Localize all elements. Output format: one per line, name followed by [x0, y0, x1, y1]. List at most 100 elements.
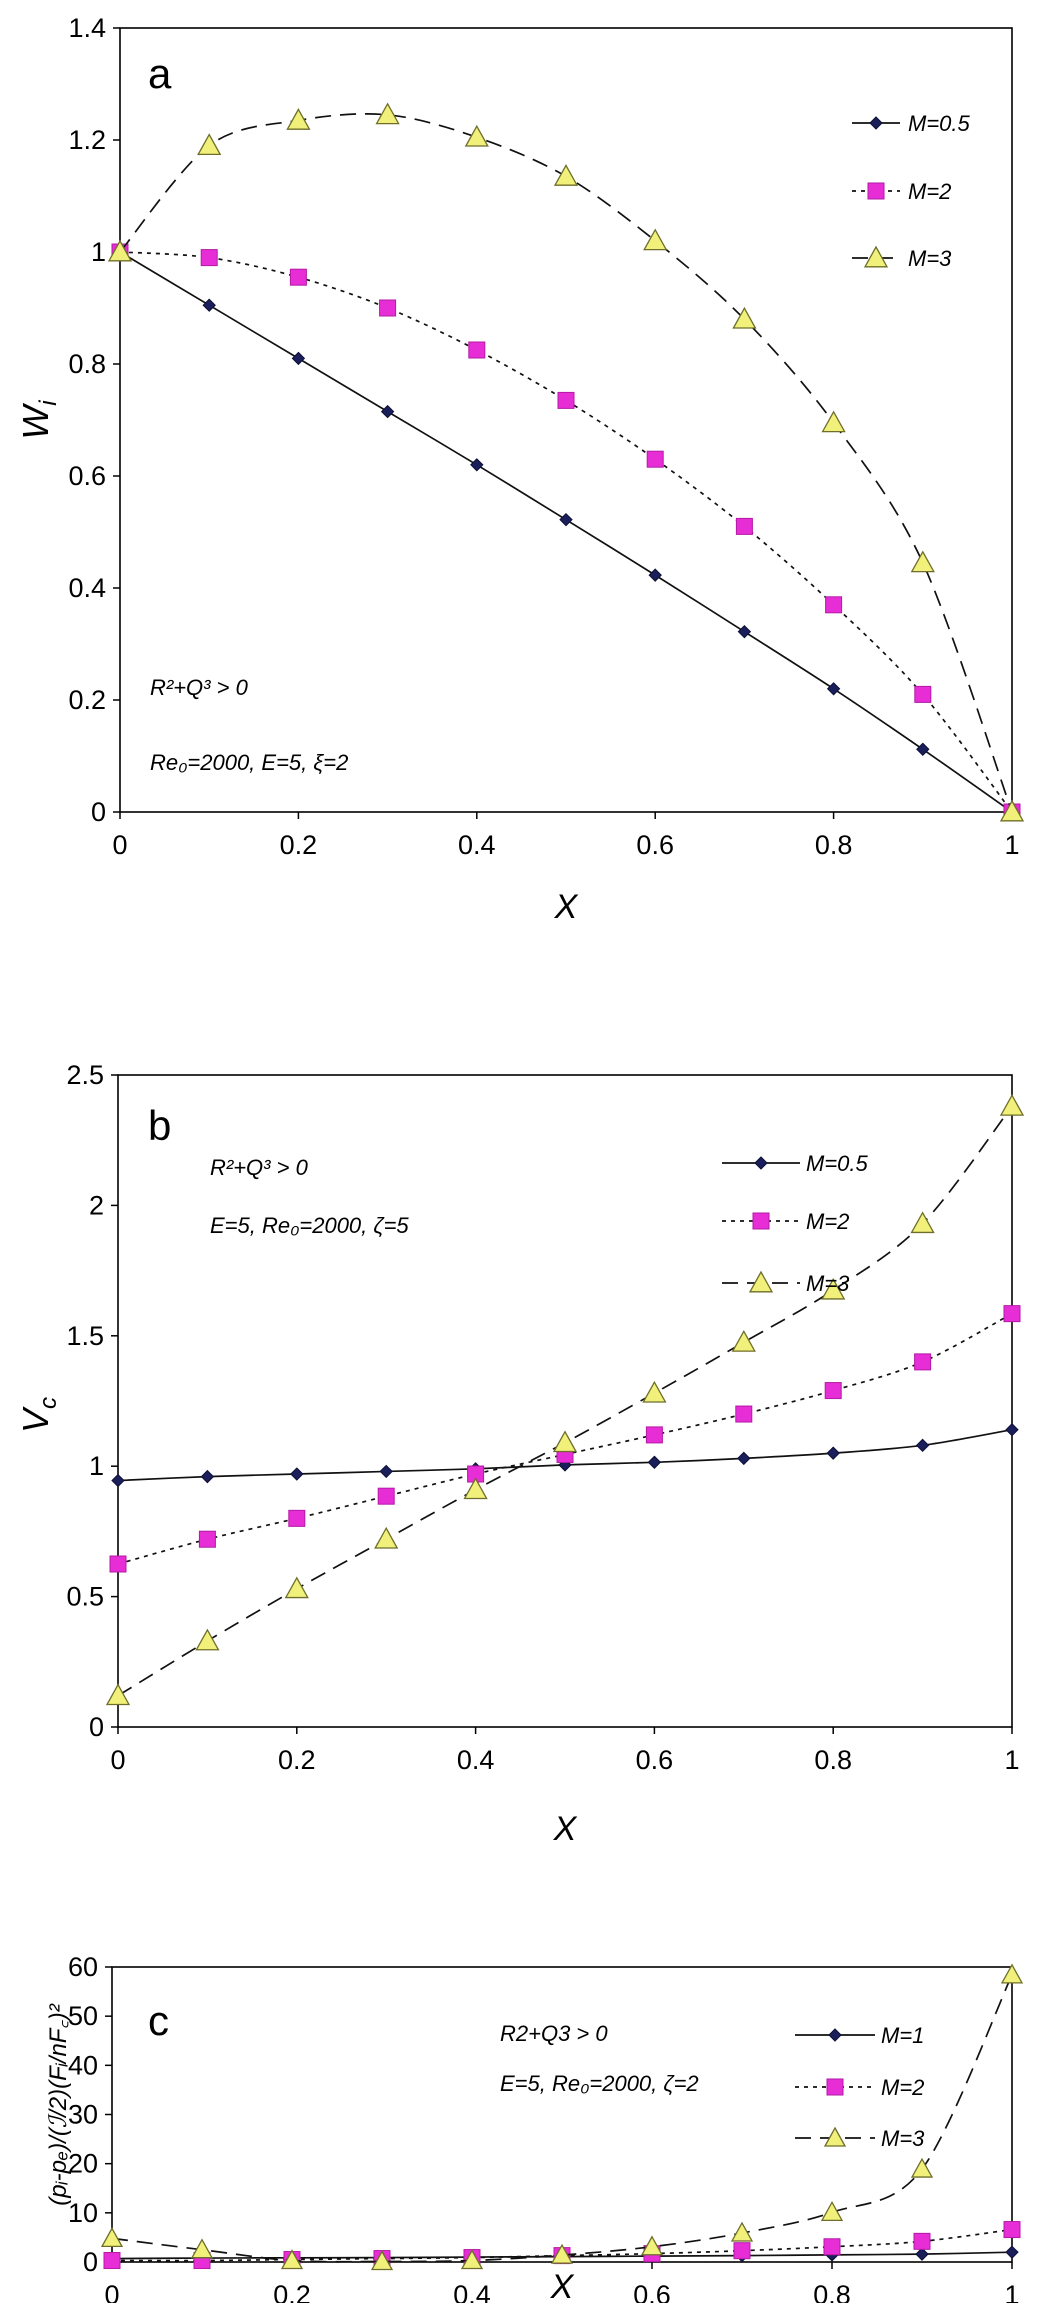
data-point — [733, 2242, 751, 2260]
x-tick-label: 0.4 — [457, 1745, 495, 1775]
legend-label: M=2 — [908, 179, 951, 204]
data-point — [1005, 1422, 1019, 1437]
data-point — [463, 1477, 488, 1500]
legend-label: M=0.5 — [806, 1151, 869, 1176]
panel-label: b — [148, 1102, 171, 1149]
data-point — [380, 404, 395, 419]
y-tick-label: 1 — [89, 1451, 104, 1481]
x-tick-label: 0.6 — [636, 1745, 674, 1775]
y-tick-label: 40 — [68, 2050, 98, 2080]
legend-label: M=1 — [881, 2023, 924, 2048]
data-point — [370, 2250, 394, 2271]
data-point — [826, 1446, 840, 1460]
data-point — [470, 458, 484, 472]
legend-marker — [828, 2028, 842, 2042]
data-point — [640, 2235, 664, 2256]
y-tick-label: 2.5 — [66, 1060, 104, 1090]
annotation: E=5, Re₀=2000, ζ=5 — [210, 1213, 409, 1238]
legend-marker — [869, 116, 883, 130]
legend-marker — [752, 1212, 770, 1230]
data-point — [111, 1473, 125, 1488]
data-point — [915, 1438, 930, 1453]
x-tick-label: 0.2 — [278, 1745, 316, 1775]
y-axis-label: Vc — [15, 1397, 62, 1433]
data-point — [914, 685, 932, 703]
data-point — [550, 2243, 574, 2264]
x-tick-label: 0 — [104, 2280, 119, 2303]
series-line — [119, 251, 1013, 813]
x-tick-label: 0.6 — [636, 830, 674, 860]
x-axis-label: X — [553, 1810, 578, 1848]
y-axis-label: (pᵢ-pₑ)/(ℐ/2)(Fᵢ/nF꜀)² — [45, 2003, 72, 2206]
panel-label: c — [148, 1997, 169, 2044]
data-point — [289, 268, 307, 286]
x-tick-label: 0.8 — [815, 830, 853, 860]
data-point — [646, 450, 664, 468]
y-tick-label: 20 — [68, 2149, 98, 2179]
annotation: R²+Q³ > 0 — [210, 1155, 309, 1180]
data-point — [732, 306, 757, 329]
data-point — [374, 1526, 399, 1549]
y-tick-label: 0 — [91, 797, 106, 827]
annotation: E=5, Re₀=2000, ζ=2 — [500, 2071, 699, 2096]
legend-label: M=2 — [806, 1209, 849, 1234]
data-point — [645, 1426, 663, 1444]
data-point — [914, 1353, 932, 1371]
data-point — [820, 2201, 844, 2221]
data-point — [288, 1509, 306, 1527]
legend-label: M=3 — [806, 1271, 850, 1296]
data-point — [825, 596, 843, 614]
annotation: R²+Q³ > 0 — [150, 675, 249, 700]
y-tick-label: 0 — [83, 2247, 98, 2277]
x-tick-label: 0.2 — [273, 2280, 311, 2303]
data-point — [552, 1430, 578, 1453]
series-line — [111, 1974, 1013, 2263]
data-point — [735, 517, 753, 535]
legend-label: M=3 — [881, 2126, 925, 2151]
data-point — [730, 2221, 754, 2242]
data-point — [999, 799, 1025, 822]
data-point — [284, 1576, 309, 1599]
y-tick-label: 1.5 — [66, 1321, 104, 1351]
data-point — [737, 1451, 751, 1466]
y-tick-label: 60 — [68, 1952, 98, 1982]
data-point — [109, 1555, 127, 1573]
data-point — [915, 2247, 929, 2261]
data-point — [647, 1455, 662, 1469]
data-point — [103, 2252, 121, 2270]
legend-label: M=0.5 — [908, 111, 971, 136]
y-tick-label: 10 — [68, 2198, 98, 2228]
data-point — [643, 228, 668, 251]
chart-panel-a: 0 0.2 0.4 0.6 0.8 1 0 0.2 0.4 0.6 0.8 1 1.2 1.4 X Wi a R²… — [15, 13, 1025, 926]
panel-label: a — [148, 50, 172, 97]
y-tick-label: 0.4 — [68, 573, 106, 603]
legend-label: M=2 — [881, 2075, 924, 2100]
data-point — [198, 1530, 216, 1548]
data-point — [1000, 1963, 1024, 1984]
y-tick-label: 0.5 — [66, 1582, 104, 1612]
data-point — [200, 249, 218, 267]
y-tick-label: 0.8 — [68, 349, 106, 379]
chart-panel-c: 0 0.2 0.4 0.6 0.8 10102030405060X(pᵢ-pₑ)/(ℐ/2… — [45, 1952, 1024, 2303]
y-tick-label: 2 — [89, 1190, 104, 1220]
data-point — [642, 1380, 667, 1403]
x-tick-label: 0 — [110, 1745, 125, 1775]
x-tick-label: 0 — [112, 830, 127, 860]
data-point — [375, 102, 400, 125]
chart-panel-b: 0 0.2 0.4 0.6 0.8 1 0 0.5 1 1.5 2 2.5 X Vc b R²+Q³ > 0 E… — [15, 1060, 1025, 1848]
data-point — [280, 2249, 304, 2270]
data-point — [1003, 2221, 1021, 2239]
y-tick-label: 1.4 — [68, 13, 106, 43]
y-tick-label: 0.6 — [68, 461, 106, 491]
data-point — [1005, 2245, 1019, 2259]
data-point — [1003, 1305, 1021, 1323]
x-tick-label: 0.8 — [814, 1745, 852, 1775]
data-point — [557, 391, 575, 409]
legend-marker — [863, 245, 889, 268]
data-point — [200, 1469, 215, 1484]
data-point — [821, 410, 846, 433]
data-point — [107, 239, 133, 262]
y-axis-label: Wi — [15, 400, 62, 440]
data-point — [377, 1487, 395, 1505]
